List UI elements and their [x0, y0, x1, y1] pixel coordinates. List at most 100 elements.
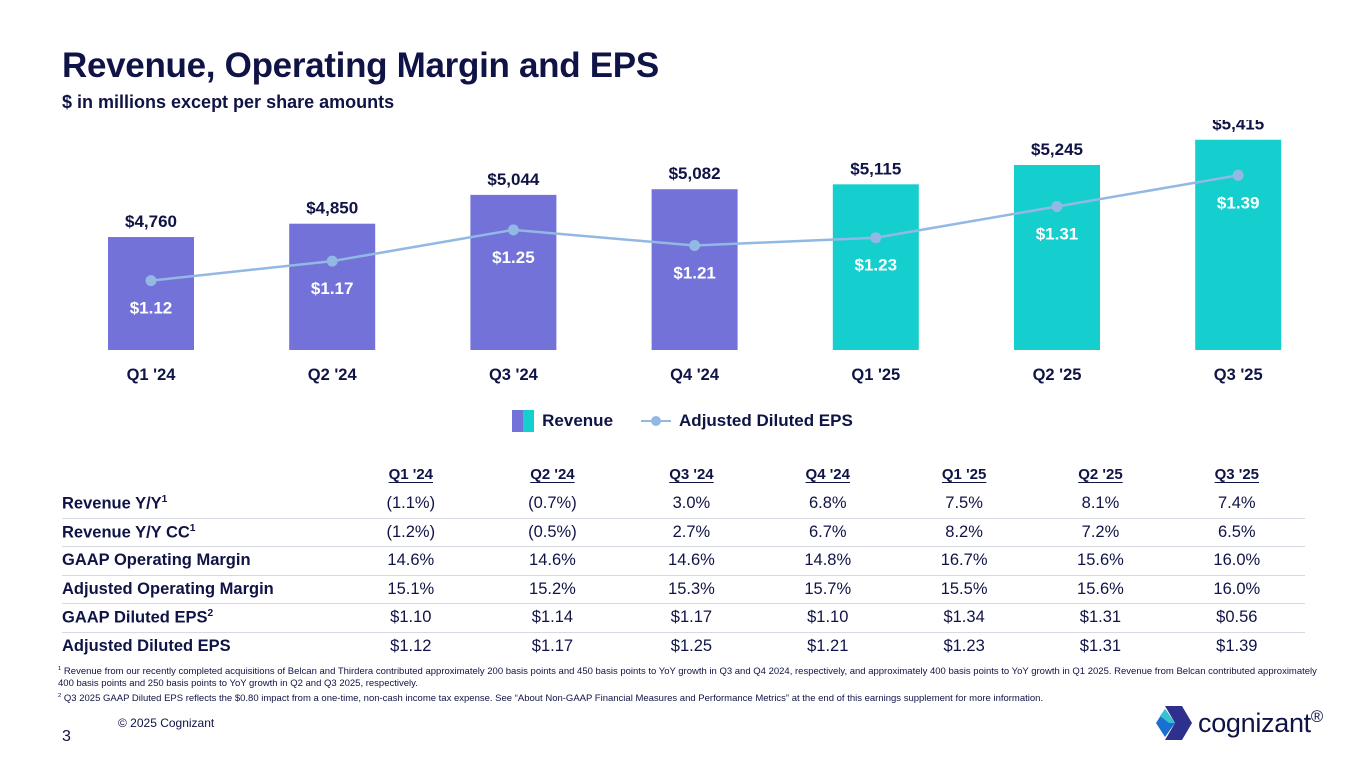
- footnote-text: Revenue from our recently completed acqu…: [58, 666, 1317, 690]
- revenue-bar: [108, 237, 194, 350]
- row-label-text: GAAP Operating Margin: [62, 551, 251, 570]
- table-cell: 8.2%: [895, 518, 1033, 547]
- table-cell: 15.6%: [1032, 546, 1169, 576]
- table-header: Q2 '25: [1078, 465, 1123, 483]
- table-cell: 15.2%: [481, 575, 624, 604]
- table-cell: $1.34: [895, 603, 1033, 633]
- table-cell: (1.1%): [340, 490, 482, 519]
- table-cell: $1.10: [759, 603, 896, 633]
- registered-mark: ®: [1310, 707, 1323, 726]
- table-cell: $1.10: [340, 603, 482, 633]
- eps-point: [507, 224, 519, 236]
- table-cell: $0.56: [1168, 603, 1305, 633]
- table-row: Revenue Y/Y1 (1.1%) (0.7%) 3.0% 6.8% 7.5% 8.1%…: [62, 490, 1305, 519]
- footnote-ref: 1: [161, 494, 168, 505]
- revenue-data-label: $5,245: [1031, 140, 1083, 159]
- table-cell: 16.7%: [895, 546, 1033, 576]
- x-axis-tick-label: Q1 '25: [851, 366, 900, 384]
- table-cell: 6.8%: [759, 490, 896, 519]
- table-header-blank: [62, 458, 340, 490]
- table-cell: 6.7%: [759, 518, 896, 547]
- table-cell: 14.6%: [340, 546, 482, 576]
- footnote-mark: 1: [58, 666, 62, 672]
- revenue-data-label: $5,115: [850, 159, 901, 178]
- table-header-row: Q1 '24 Q2 '24 Q3 '24 Q4 '24 Q1 '25 Q2 '2…: [62, 458, 1305, 490]
- table-body: Revenue Y/Y1 (1.1%) (0.7%) 3.0% 6.8% 7.5% 8.1%…: [62, 490, 1305, 660]
- revenue-data-label: $5,415: [1212, 120, 1264, 134]
- revenue-data-label: $4,760: [125, 212, 177, 231]
- table-cell: 14.6%: [623, 546, 760, 576]
- table-cell: 6.5%: [1168, 518, 1305, 547]
- eps-point: [1232, 169, 1244, 181]
- x-axis-tick-label: Q3 '24: [489, 366, 539, 384]
- table-cell: 7.5%: [895, 490, 1033, 519]
- table-cell: 14.6%: [481, 546, 624, 576]
- cognizant-logo: cognizant®: [1156, 706, 1323, 740]
- x-axis-tick-label: Q2 '24: [308, 366, 358, 384]
- table-row-label: Adjusted Diluted EPS: [62, 632, 340, 660]
- revenue-bar: [651, 189, 738, 350]
- eps-data-label: $1.23: [855, 256, 898, 275]
- table-row: Adjusted Diluted EPS $1.12 $1.17 $1.25 $1.21…: [62, 632, 1305, 660]
- footnote-ref: 1: [189, 522, 196, 534]
- table-row: Revenue Y/Y CC1 (1.2%) (0.5%) 2.7% 6.7% 8.2% 7…: [62, 518, 1305, 547]
- legend-revenue-label: Revenue: [542, 411, 614, 430]
- table-row: GAAP Diluted EPS2 $1.10 $1.14 $1.17 $1.10 $1.…: [62, 603, 1305, 633]
- footnote-2: 2 Q3 2025 GAAP Diluted EPS reflects the …: [58, 690, 1323, 705]
- table-row-label: Revenue Y/Y1: [62, 490, 340, 519]
- row-label-text: Revenue Y/Y CC: [62, 523, 190, 541]
- x-axis-tick-label: Q3 '25: [1214, 366, 1263, 384]
- table-row-label: GAAP Operating Margin: [62, 546, 340, 576]
- table-cell: $1.12: [390, 636, 432, 655]
- table-cell: 15.5%: [895, 575, 1033, 604]
- revenue-data-label: $4,850: [306, 199, 358, 218]
- copyright-notice: © 2025 Cognizant: [118, 716, 215, 730]
- footnote-text: Q3 2025 GAAP Diluted EPS reflects the $0…: [63, 693, 1044, 705]
- table-cell: $1.39: [1216, 636, 1258, 655]
- page-title: Revenue, Operating Margin and EPS: [62, 46, 659, 85]
- eps-point: [689, 240, 701, 251]
- eps-point: [326, 255, 338, 267]
- eps-data-label: $1.39: [1217, 193, 1260, 212]
- table-cell: 8.1%: [1032, 490, 1169, 519]
- table-cell: 2.7%: [623, 518, 760, 547]
- table-cell: 7.4%: [1168, 490, 1305, 519]
- table-cell: 15.6%: [1032, 575, 1169, 604]
- row-label-text: Adjusted Diluted EPS: [62, 636, 231, 655]
- logo-wordmark-text: cognizant: [1198, 708, 1311, 738]
- eps-data-label: $1.17: [311, 279, 354, 298]
- table-cell: (0.5%): [481, 518, 624, 547]
- table-row-label: Adjusted Operating Margin: [62, 575, 340, 604]
- legend-eps-marker: [641, 414, 672, 428]
- footnote-ref: 2: [207, 608, 214, 619]
- eps-point: [1051, 201, 1063, 212]
- revenue-bar: [832, 184, 919, 350]
- table-cell: 7.2%: [1032, 518, 1169, 547]
- revenue-eps-chart: $4,760 Q1 '24 $4,850 Q2 '24 $5,044 Q3 '24 $5,0…: [108, 120, 1282, 384]
- eps-point: [870, 232, 882, 244]
- table-cell: $1.31: [1032, 603, 1169, 633]
- footnote-mark: 2: [58, 693, 62, 699]
- table-header: Q3 '25: [1214, 465, 1260, 483]
- table-cell: $1.14: [481, 603, 624, 633]
- table-row: GAAP Operating Margin 14.6% 14.6% 14.6% 14.8…: [62, 546, 1305, 576]
- eps-data-label: $1.31: [1036, 225, 1079, 244]
- row-label-text: GAAP Diluted EPS: [62, 608, 208, 627]
- revenue-data-label: $5,044: [487, 170, 540, 189]
- metrics-table: Q1 '24 Q2 '24 Q3 '24 Q4 '24 Q1 '25 Q2 '2…: [62, 458, 1305, 660]
- table-cell: 15.1%: [340, 575, 482, 604]
- legend-revenue-swatch: [512, 410, 535, 432]
- table-header: Q2 '24: [530, 465, 575, 483]
- table-cell: $1.17: [531, 636, 574, 655]
- table-row-label: Revenue Y/Y CC1: [62, 518, 340, 547]
- table-cell: 14.8%: [759, 546, 896, 576]
- chart-legend: Revenue Adjusted Diluted EPS: [0, 410, 1365, 432]
- footnote-1: 1 Revenue from our recently completed ac…: [58, 663, 1323, 690]
- table-cell: $1.31: [1079, 636, 1122, 655]
- table-cell: 3.0%: [623, 490, 760, 519]
- table-header: Q1 '24: [388, 465, 434, 483]
- table-cell: (0.7%): [481, 490, 624, 519]
- cognizant-logo-mark-icon: [1156, 706, 1192, 740]
- table-cell: 16.0%: [1168, 575, 1305, 604]
- page-number: 3: [62, 728, 71, 745]
